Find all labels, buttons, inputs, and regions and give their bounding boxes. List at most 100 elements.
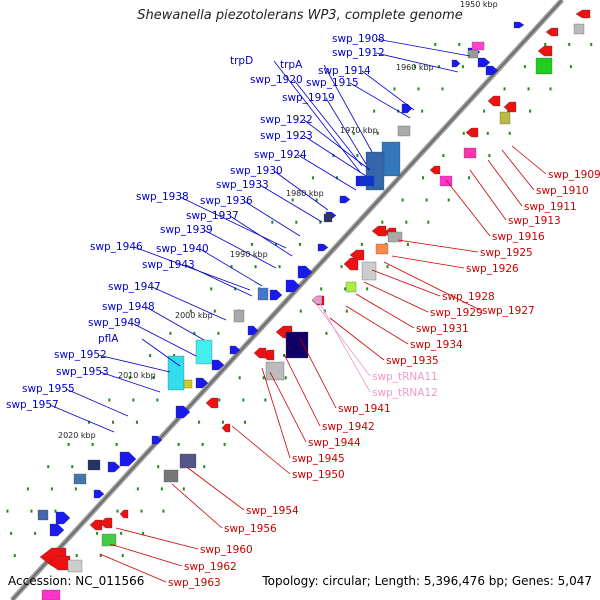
guide-dot (230, 265, 233, 269)
forward-gene-label[interactable]: swp_1930 (230, 165, 283, 177)
forward-gene-label[interactable]: swp_1938 (136, 191, 189, 203)
trna-gene-label[interactable]: swp_tRNA12 (372, 387, 438, 399)
guide-dot (152, 376, 155, 380)
gene-leader-line (141, 338, 181, 367)
guide-dot (417, 87, 420, 91)
forward-gene-label[interactable]: swp_1912 (332, 47, 385, 59)
gene-leader-line (317, 299, 371, 393)
reverse-gene-label[interactable]: swp_1963 (168, 577, 221, 589)
reverse-gene-label[interactable]: swp_1944 (308, 437, 361, 449)
guide-dot (568, 42, 571, 46)
reverse-gene-label[interactable]: swp_1945 (292, 453, 345, 465)
guide-dot (278, 265, 281, 269)
forward-gene-label[interactable]: swp_1919 (282, 92, 335, 104)
reverse-gene-label[interactable]: swp_1956 (224, 523, 277, 535)
gene-feature (269, 289, 283, 301)
guide-dot (87, 420, 90, 424)
trna-gene-label[interactable]: swp_tRNA11 (372, 371, 438, 383)
forward-gene-label[interactable]: swp_1937 (186, 210, 239, 222)
reverse-gene-label[interactable]: swp_1934 (410, 339, 463, 351)
reverse-gene-label[interactable]: swp_1927 (482, 305, 535, 317)
guide-dot (427, 220, 430, 224)
reverse-gene-label[interactable]: swp_1913 (508, 215, 561, 227)
forward-gene-label[interactable]: trpD (230, 55, 253, 67)
forward-gene-label[interactable]: swp_1915 (306, 77, 359, 89)
gene-feature (311, 295, 323, 305)
forward-gene-label[interactable]: swp_1949 (88, 317, 141, 329)
gene-leader-line (299, 337, 337, 409)
reverse-gene-label[interactable]: swp_1950 (292, 469, 345, 481)
guide-dot (298, 242, 301, 246)
reverse-gene-label[interactable]: swp_1911 (524, 201, 577, 213)
reverse-gene-label[interactable]: swp_1926 (466, 263, 519, 275)
gene-feature (349, 249, 365, 261)
forward-gene-label[interactable]: pflA (98, 333, 119, 345)
forward-gene-label[interactable]: swp_1943 (142, 259, 195, 271)
gene-box (535, 57, 553, 75)
forward-gene-label[interactable]: swp_1914 (318, 65, 371, 77)
guide-dot (529, 109, 532, 113)
reverse-gene-label[interactable]: swp_1935 (386, 355, 439, 367)
forward-gene-label[interactable]: swp_1924 (254, 149, 307, 161)
reverse-gene-label[interactable]: swp_1960 (200, 544, 253, 556)
forward-gene-label[interactable]: swp_1947 (108, 281, 161, 293)
guide-dot (437, 65, 440, 69)
gene-leader-line (283, 353, 321, 427)
forward-gene-label[interactable]: swp_1922 (260, 114, 313, 126)
forward-gene-label[interactable]: swp_1952 (54, 349, 107, 361)
gene-box (265, 361, 285, 381)
guide-dot (96, 531, 99, 535)
reverse-gene-label[interactable]: swp_1909 (548, 169, 600, 181)
reverse-gene-label[interactable]: swp_1925 (480, 247, 533, 259)
guide-dot (332, 154, 335, 158)
reverse-gene-label[interactable]: swp_1931 (416, 323, 469, 335)
accession-text: Accession: NC_011566 (8, 574, 145, 588)
gene-box (163, 469, 179, 483)
forward-gene-label[interactable]: swp_1936 (200, 195, 253, 207)
forward-gene-label[interactable]: trpA (280, 59, 303, 71)
forward-gene-label[interactable]: swp_1948 (102, 301, 155, 313)
reverse-gene-label[interactable]: swp_1954 (246, 505, 299, 517)
guide-dot (461, 65, 464, 69)
gene-feature (465, 127, 479, 138)
gene-leader-line (273, 60, 361, 173)
forward-gene-label[interactable]: swp_1940 (156, 243, 209, 255)
gene-leader-line (469, 169, 507, 221)
guide-dot (169, 331, 172, 335)
reverse-gene-label[interactable]: swp_1942 (322, 421, 375, 433)
guide-dot (405, 220, 408, 224)
forward-gene-label[interactable]: swp_1920 (250, 74, 303, 86)
kbp-tick-label: 1950 kbp (460, 0, 498, 9)
reverse-gene-label[interactable]: swp_1910 (536, 185, 589, 197)
forward-gene-label[interactable]: swp_1946 (90, 241, 143, 253)
forward-gene-label[interactable]: swp_1923 (260, 130, 313, 142)
forward-gene-label[interactable]: swp_1955 (22, 383, 75, 395)
guide-dot (201, 442, 204, 446)
gene-box (323, 213, 333, 223)
gene-leader-line (99, 553, 167, 583)
reverse-gene-label[interactable]: swp_1916 (492, 231, 545, 243)
forward-gene-label[interactable]: swp_1957 (6, 399, 59, 411)
guide-dot (193, 331, 196, 335)
guide-dot (373, 109, 376, 113)
gene-leader-line (115, 527, 199, 550)
gene-leader-line (65, 388, 129, 417)
guide-dot (425, 198, 428, 202)
reverse-gene-label[interactable]: swp_1929 (430, 307, 483, 319)
reverse-gene-label[interactable]: swp_1941 (338, 403, 391, 415)
gene-feature (55, 511, 71, 525)
gene-box (467, 49, 479, 59)
gene-feature (119, 509, 129, 519)
guide-dot (182, 487, 185, 491)
gene-feature (513, 21, 525, 29)
gene-leader-line (231, 425, 291, 475)
gene-leader-line (391, 255, 465, 269)
forward-gene-label[interactable]: swp_1939 (160, 224, 213, 236)
forward-gene-label[interactable]: swp_1953 (56, 366, 109, 378)
gene-feature (297, 265, 313, 279)
forward-gene-label[interactable]: swp_1908 (332, 33, 385, 45)
reverse-gene-label[interactable]: swp_1928 (442, 291, 495, 303)
forward-gene-label[interactable]: swp_1933 (216, 179, 269, 191)
gene-feature (371, 225, 387, 237)
reverse-gene-label[interactable]: swp_1962 (184, 561, 237, 573)
